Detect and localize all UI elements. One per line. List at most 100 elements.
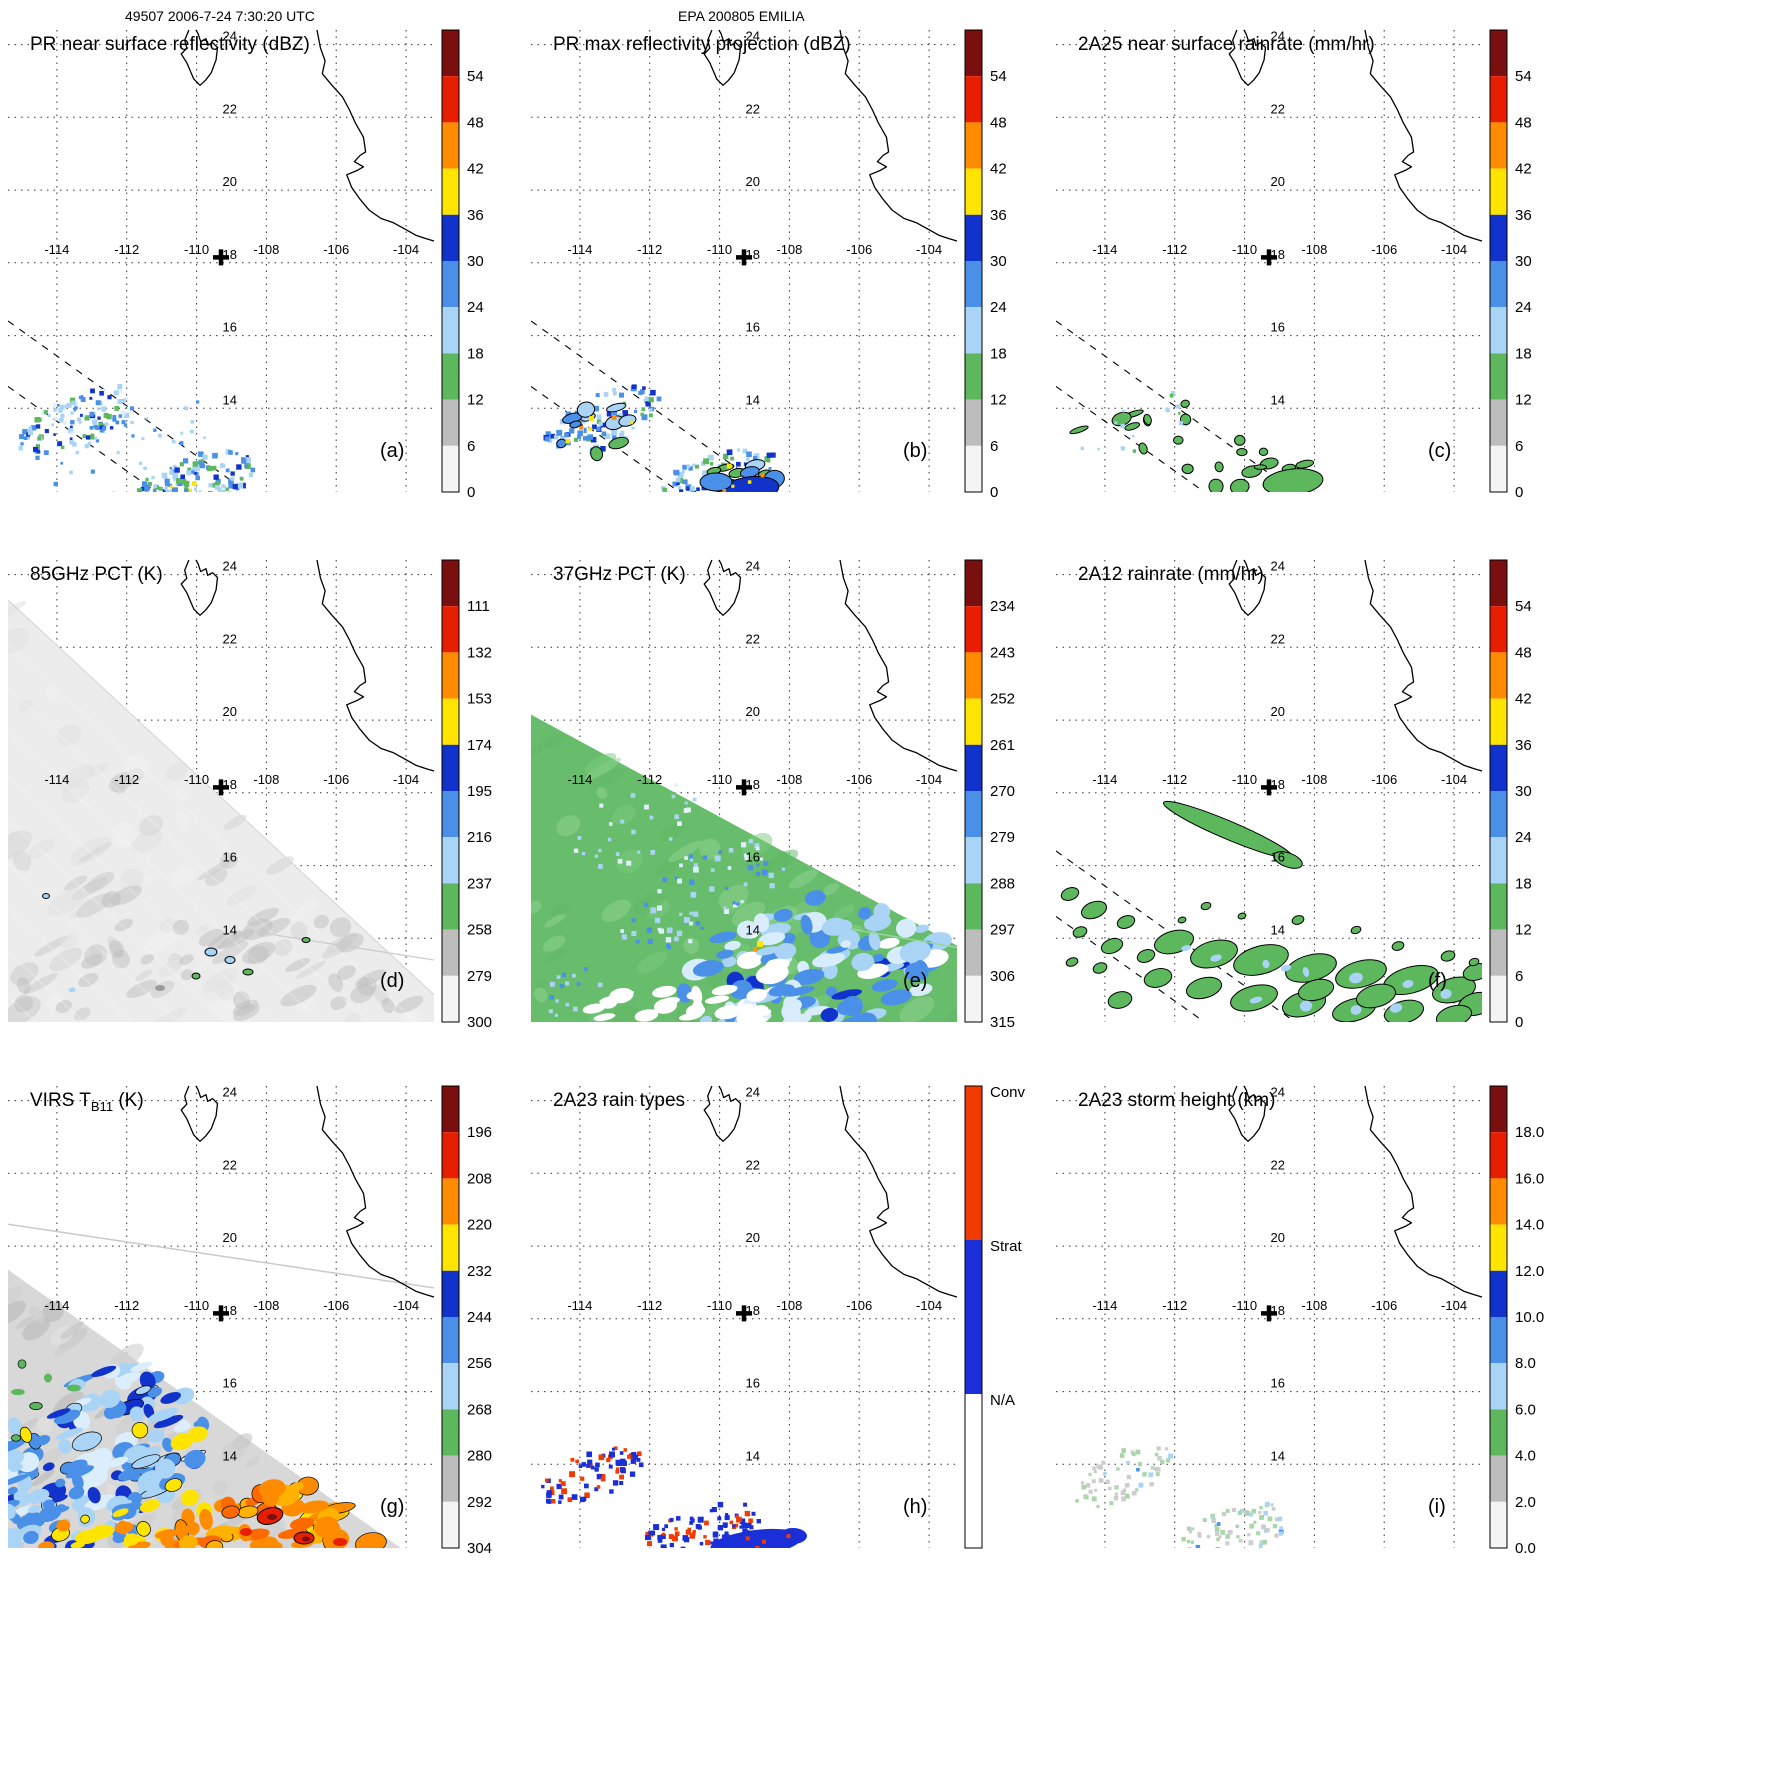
title-text: 2A12 rainrate (mm/hr) <box>1078 564 1264 585</box>
colorbar-tick-label: 0 <box>990 484 998 501</box>
grid-tick-label: 22 <box>1270 1157 1284 1172</box>
coastline <box>180 1085 435 1298</box>
data-layer <box>1056 800 1482 1022</box>
grid-tick-label: -108 <box>776 242 802 257</box>
colorbar-segment <box>442 1224 459 1271</box>
colorbar-segment <box>965 122 982 169</box>
colorbar-segment <box>442 76 459 123</box>
storm-center-marker <box>213 249 229 266</box>
colorbar-tick-label: 279 <box>467 968 492 985</box>
panel-e-title: 37GHz PCT (K) <box>553 564 686 588</box>
colorbar-segment <box>965 1086 982 1240</box>
colorbar-segment <box>442 883 459 930</box>
colorbar: 54 48 42 36 30 24 18 12 6 0 <box>1489 559 1532 1031</box>
colorbar-segment <box>1490 698 1507 745</box>
grid-tick-label: 16 <box>222 1376 236 1391</box>
colorbar-tick-label: 18 <box>990 345 1007 362</box>
colorbar-segment <box>1490 652 1507 699</box>
title-text: PR max reflectivity projection (dBZ) <box>553 34 851 55</box>
panel-f-title: 2A12 rainrate (mm/hr) <box>1078 564 1264 588</box>
colorbar-segment <box>1490 353 1507 400</box>
mainland-coastline <box>839 1085 958 1298</box>
colorbar-tick-label: 153 <box>467 691 492 708</box>
grid-tick-label: 16 <box>222 320 236 335</box>
colorbar: 111 132 153 174 195 216 237 258 279 300 <box>441 559 492 1031</box>
colorbar-segment <box>1490 1086 1507 1133</box>
colorbar-segment <box>965 883 982 930</box>
colorbar-tick-label: 24 <box>1515 829 1532 846</box>
grid-tick-label: -108 <box>1301 1298 1327 1313</box>
grid-tick-label: 20 <box>1270 174 1284 189</box>
colorbar-tick-label: 6 <box>990 438 998 455</box>
colorbar-segment <box>1490 399 1507 446</box>
colorbar-tick-label: 297 <box>990 922 1015 939</box>
grid-tick-label: 24 <box>745 1085 759 1100</box>
data-layer <box>531 714 957 1022</box>
panel-a-title: PR near surface reflectivity (dBZ) <box>30 34 310 58</box>
grid-tick-label: -104 <box>1441 242 1467 257</box>
colorbar: 234 243 252 261 270 279 288 297 306 315 <box>964 559 1015 1031</box>
grid-tick-label: 14 <box>1270 392 1284 407</box>
grid-tick-label: 22 <box>745 631 759 646</box>
colorbar-segment <box>1490 883 1507 930</box>
baja-coastline <box>1228 559 1267 616</box>
colorbar-segment <box>965 353 982 400</box>
title-text: VIRS T <box>30 1090 91 1111</box>
grid-tick-label: -112 <box>1162 772 1187 787</box>
colorbar-tick-label: 48 <box>1515 644 1532 661</box>
colorbar-tick-label: 258 <box>467 922 492 939</box>
grid-tick-label: -112 <box>1162 1298 1187 1313</box>
colorbar-segment <box>965 1240 982 1394</box>
colorbar-segment <box>1490 307 1507 354</box>
mainland-coastline <box>839 559 958 772</box>
grid-tick-label: 20 <box>1270 1230 1284 1245</box>
colorbar-segment <box>442 837 459 884</box>
data-layer <box>8 599 434 1022</box>
colorbar-segment <box>442 168 459 215</box>
colorbar-segment <box>1490 837 1507 884</box>
grid-tick-label: -106 <box>846 772 872 787</box>
grid-tick-label: -110 <box>1232 1298 1257 1313</box>
colorbar-tick-label: 30 <box>467 253 484 270</box>
colorbar-segment <box>965 975 982 1022</box>
colorbar-tick-label: 0 <box>1515 1014 1523 1031</box>
panel-i: -114 -112 -110 -108 -106 -104 14 16 18 20 22 24 18.0… <box>1056 1085 1571 1591</box>
grid-tick-label: 14 <box>1270 1448 1284 1463</box>
grid-lines <box>1056 30 1482 492</box>
colorbar: 18.0 16.0 14.0 12.0 10.0 8.0 6.0 4.0 2.0 0.0 <box>1489 1085 1544 1557</box>
grid-tick-label: 16 <box>1270 1376 1284 1391</box>
colorbar-tick-label: 244 <box>467 1309 492 1326</box>
colorbar-segment <box>965 168 982 215</box>
panel-b-letter: (b) <box>903 440 928 462</box>
panel-b-map: -114 -112 -110 -108 -106 -104 14 16 18 20 22 24 54 48… <box>531 29 1007 501</box>
grid-tick-label: -110 <box>1232 772 1257 787</box>
colorbar-segment <box>442 975 459 1022</box>
colorbar-tick-label: 306 <box>990 968 1015 985</box>
grid-tick-label: -108 <box>776 1298 802 1313</box>
grid-tick-label: -108 <box>253 242 279 257</box>
grid-tick-label: 24 <box>222 1085 236 1100</box>
panel-g-map: -114 -112 -110 -108 -106 -1041416182022241962… <box>8 1085 492 1557</box>
colorbar-segment <box>965 214 982 261</box>
colorbar-tick-label: 24 <box>990 299 1007 316</box>
grid-tick-label: -114 <box>567 772 592 787</box>
grid-tick-label: 22 <box>1270 101 1284 116</box>
colorbar-segment <box>1490 1409 1507 1456</box>
storm-center-marker <box>736 779 752 796</box>
baja-coastline <box>180 29 219 86</box>
grid-tick-label: 16 <box>1270 850 1284 865</box>
grid-tick-label: -106 <box>323 1298 349 1313</box>
panel-c-map: -114 -112 -110 -108 -106 -104 14 16 18 20 22 24 54 48… <box>1056 29 1532 501</box>
grid-tick-label: -104 <box>916 772 942 787</box>
colorbar-segment <box>965 307 982 354</box>
grid-tick-label: 24 <box>1270 559 1284 574</box>
pr-swath-edge-line <box>531 386 680 492</box>
mainland-coastline <box>316 29 435 242</box>
grid-tick-label: -110 <box>184 1298 209 1313</box>
colorbar-tick-label: 6 <box>467 438 475 455</box>
colorbar: 54 48 42 36 30 24 18 12 6 0 <box>964 29 1007 501</box>
colorbar-segment <box>1490 122 1507 169</box>
colorbar-segment <box>965 399 982 446</box>
